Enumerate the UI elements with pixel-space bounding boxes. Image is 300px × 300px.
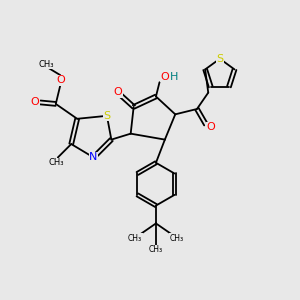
Text: H: H [170,72,178,82]
Text: N: N [89,152,98,162]
Text: O: O [31,98,39,107]
Text: S: S [103,111,110,121]
Text: O: O [160,72,169,82]
Text: O: O [56,75,65,85]
Text: CH₃: CH₃ [49,158,64,167]
Text: CH₃: CH₃ [149,245,163,254]
Text: O: O [207,122,216,132]
Text: CH₃: CH₃ [128,234,142,243]
Text: CH₃: CH₃ [170,234,184,243]
Text: O: O [113,87,122,97]
Text: S: S [216,54,224,64]
Text: CH₃: CH₃ [38,60,54,69]
